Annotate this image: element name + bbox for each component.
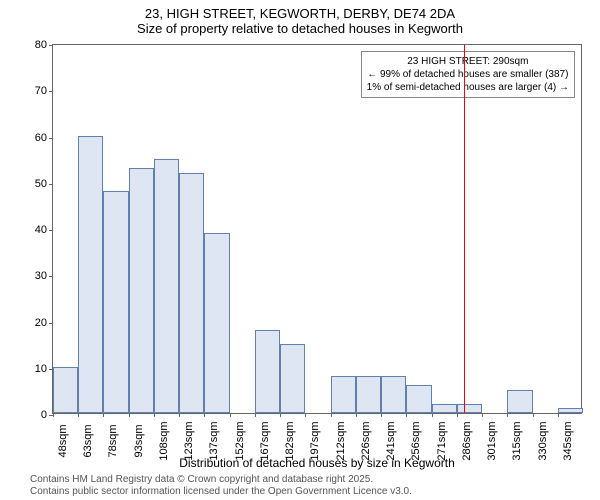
x-tick-label: 345sqm [558, 421, 574, 460]
x-tick-mark [558, 413, 559, 417]
chart-subtitle: Size of property relative to detached ho… [0, 21, 600, 40]
attribution: Contains HM Land Registry data © Crown c… [30, 474, 412, 498]
histogram-bar [154, 159, 179, 413]
x-tick-label: 330sqm [533, 421, 549, 460]
x-tick-label: 197sqm [305, 421, 321, 460]
x-tick-mark [381, 413, 382, 417]
histogram-bar [406, 385, 431, 413]
histogram-bar [103, 191, 128, 413]
annotation-line3: 1% of semi-detached houses are larger (4… [367, 81, 569, 94]
x-tick-label: 123sqm [179, 421, 195, 460]
x-tick-mark [204, 413, 205, 417]
y-tick-mark [49, 323, 53, 324]
y-tick-mark [49, 45, 53, 46]
x-tick-mark [230, 413, 231, 417]
histogram-bar [432, 404, 457, 413]
histogram-bar [356, 376, 381, 413]
histogram-bar [331, 376, 356, 413]
chart-container: 23, HIGH STREET, KEGWORTH, DERBY, DE74 2… [0, 0, 600, 500]
x-tick-label: 315sqm [507, 421, 523, 460]
annotation-line2: ← 99% of detached houses are smaller (38… [367, 68, 569, 81]
x-tick-label: 256sqm [406, 421, 422, 460]
x-tick-label: 271sqm [432, 421, 448, 460]
attribution-line2: Contains public sector information licen… [30, 486, 412, 498]
x-tick-label: 108sqm [154, 421, 170, 460]
y-tick-mark [49, 276, 53, 277]
x-tick-mark [154, 413, 155, 417]
x-tick-label: 167sqm [255, 421, 271, 460]
x-tick-mark [280, 413, 281, 417]
histogram-bar [280, 344, 305, 413]
y-tick-mark [49, 138, 53, 139]
histogram-bar [558, 408, 583, 413]
annotation-line1: 23 HIGH STREET: 290sqm [367, 55, 569, 68]
annotation-box: 23 HIGH STREET: 290sqm ← 99% of detached… [361, 51, 575, 98]
x-tick-label: 212sqm [331, 421, 347, 460]
histogram-bar [381, 376, 406, 413]
histogram-bar [78, 136, 103, 414]
attribution-line1: Contains HM Land Registry data © Crown c… [30, 474, 412, 486]
x-axis-label: Distribution of detached houses by size … [52, 456, 582, 470]
x-tick-label: 152sqm [230, 421, 246, 460]
x-tick-mark [457, 413, 458, 417]
x-tick-mark [482, 413, 483, 417]
x-tick-label: 241sqm [381, 421, 397, 460]
x-tick-mark [179, 413, 180, 417]
y-tick-mark [49, 230, 53, 231]
histogram-bar [129, 168, 154, 413]
x-tick-mark [356, 413, 357, 417]
x-tick-label: 48sqm [53, 424, 69, 457]
x-tick-mark [103, 413, 104, 417]
y-tick-mark [49, 184, 53, 185]
x-tick-mark [78, 413, 79, 417]
marker-line [464, 45, 465, 413]
x-tick-label: 78sqm [103, 424, 119, 457]
histogram-bar [457, 404, 482, 413]
x-tick-label: 93sqm [129, 424, 145, 457]
x-tick-label: 226sqm [356, 421, 372, 460]
x-tick-mark [53, 413, 54, 417]
chart-title: 23, HIGH STREET, KEGWORTH, DERBY, DE74 2… [0, 0, 600, 21]
x-tick-mark [533, 413, 534, 417]
x-tick-label: 63sqm [78, 424, 94, 457]
x-tick-mark [331, 413, 332, 417]
x-tick-mark [129, 413, 130, 417]
x-tick-label: 301sqm [482, 421, 498, 460]
histogram-bar [179, 173, 204, 414]
x-tick-mark [255, 413, 256, 417]
x-tick-label: 286sqm [457, 421, 473, 460]
histogram-bar [507, 390, 532, 413]
histogram-bar [204, 233, 229, 413]
y-tick-mark [49, 91, 53, 92]
x-tick-label: 182sqm [280, 421, 296, 460]
plot-area: 23 HIGH STREET: 290sqm ← 99% of detached… [52, 44, 582, 414]
x-tick-mark [507, 413, 508, 417]
x-tick-label: 137sqm [204, 421, 220, 460]
x-tick-mark [305, 413, 306, 417]
histogram-bar [53, 367, 78, 413]
x-tick-mark [406, 413, 407, 417]
histogram-bar [255, 330, 280, 413]
x-tick-mark [432, 413, 433, 417]
